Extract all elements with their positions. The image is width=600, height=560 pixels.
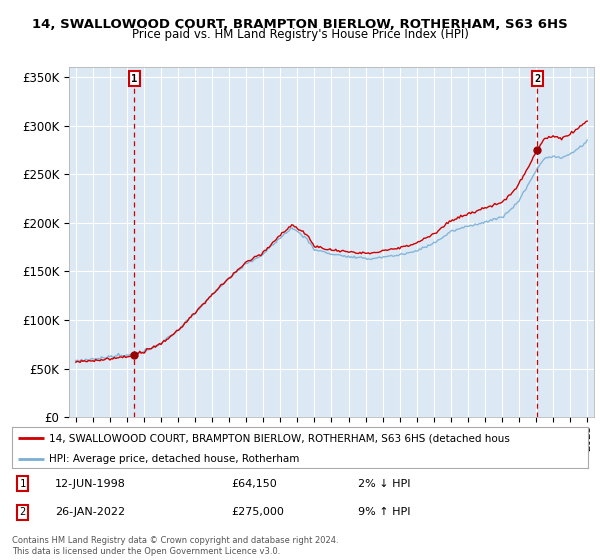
Text: £275,000: £275,000 bbox=[231, 507, 284, 517]
Text: 2: 2 bbox=[534, 74, 541, 84]
Text: £64,150: £64,150 bbox=[231, 479, 277, 489]
Text: Price paid vs. HM Land Registry's House Price Index (HPI): Price paid vs. HM Land Registry's House … bbox=[131, 28, 469, 41]
Text: HPI: Average price, detached house, Rotherham: HPI: Average price, detached house, Roth… bbox=[49, 454, 300, 464]
Text: Contains HM Land Registry data © Crown copyright and database right 2024.: Contains HM Land Registry data © Crown c… bbox=[12, 536, 338, 545]
Text: 26-JAN-2022: 26-JAN-2022 bbox=[55, 507, 125, 517]
Text: 1: 1 bbox=[19, 479, 25, 489]
Text: 14, SWALLOWOOD COURT, BRAMPTON BIERLOW, ROTHERHAM, S63 6HS: 14, SWALLOWOOD COURT, BRAMPTON BIERLOW, … bbox=[32, 17, 568, 31]
Text: 2: 2 bbox=[19, 507, 25, 517]
Text: 9% ↑ HPI: 9% ↑ HPI bbox=[358, 507, 410, 517]
Text: This data is licensed under the Open Government Licence v3.0.: This data is licensed under the Open Gov… bbox=[12, 547, 280, 556]
Text: 14, SWALLOWOOD COURT, BRAMPTON BIERLOW, ROTHERHAM, S63 6HS (detached hous: 14, SWALLOWOOD COURT, BRAMPTON BIERLOW, … bbox=[49, 433, 511, 443]
Text: 2% ↓ HPI: 2% ↓ HPI bbox=[358, 479, 410, 489]
Text: 12-JUN-1998: 12-JUN-1998 bbox=[55, 479, 126, 489]
Text: 1: 1 bbox=[131, 74, 137, 84]
